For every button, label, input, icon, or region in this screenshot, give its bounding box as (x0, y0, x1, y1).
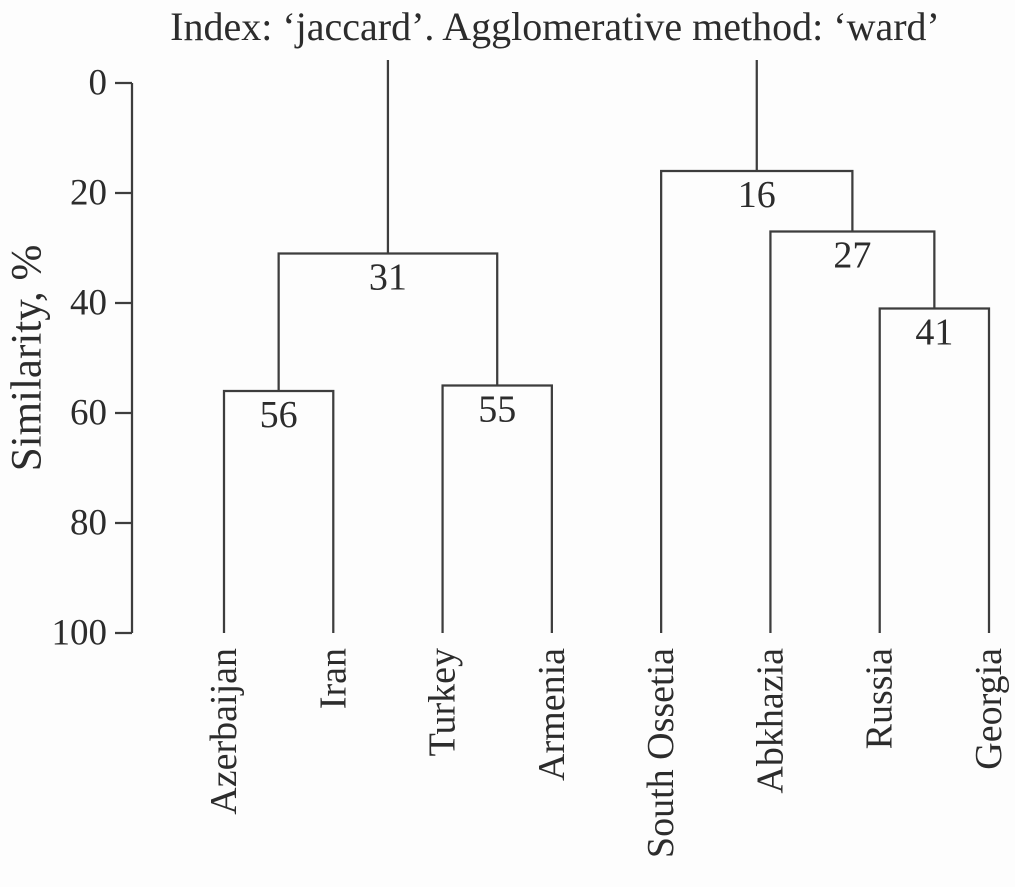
y-axis-label: Similarity, % (4, 245, 51, 472)
merge-link (769, 230, 936, 633)
y-tick-label: 80 (70, 503, 107, 544)
leaf-label: Armenia (531, 648, 573, 781)
leaf-label: Azerbaijan (203, 648, 245, 815)
merge-value-label: 16 (738, 174, 776, 216)
leaf-label: Georgia (968, 648, 1010, 770)
y-tick-label: 0 (89, 63, 108, 104)
leaf-label: Turkey (422, 648, 464, 756)
chart-title: Index: ‘jaccard’. Agglomerative method: … (170, 4, 940, 49)
merge-link (660, 169, 854, 633)
merge-value-label: 56 (260, 394, 298, 436)
merge-value-label: 27 (833, 235, 871, 277)
dendrogram-links (222, 60, 991, 633)
merge-value-label: 41 (915, 312, 953, 354)
y-tick-label: 20 (70, 173, 107, 214)
leaf-label: South Ossetia (640, 648, 682, 858)
leaf-labels: Azerbaijan Iran Turkey Armenia South Ossetia… (203, 648, 1010, 858)
y-tick-label: 60 (70, 393, 107, 434)
leaf-label: Iran (312, 648, 354, 709)
leaf-label: Russia (859, 648, 901, 749)
merge-value-label: 31 (369, 257, 407, 299)
y-tick-label: 40 (70, 283, 107, 324)
merge-link (878, 307, 991, 633)
y-tick-label: 100 (52, 613, 108, 654)
leaf-label: Abkhazia (749, 648, 791, 794)
merge-value-labels: 56 55 31 41 27 16 (260, 174, 954, 436)
merge-value-label: 55 (478, 389, 516, 431)
y-axis: 0 20 40 60 80 100 (52, 63, 134, 654)
